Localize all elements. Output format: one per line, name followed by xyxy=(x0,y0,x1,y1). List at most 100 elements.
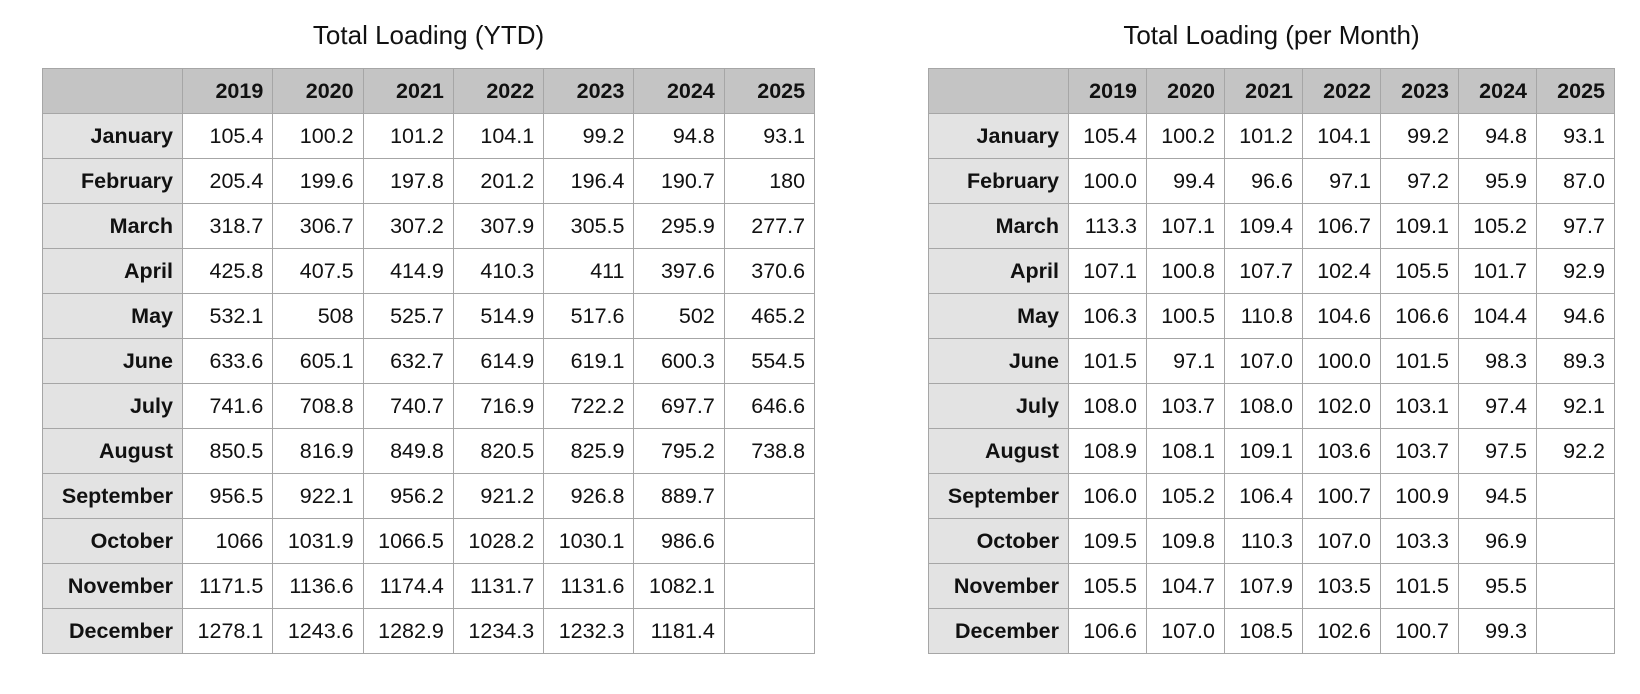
value-cell: 619.1 xyxy=(543,338,635,384)
value-cell: 95.9 xyxy=(1458,158,1537,204)
value-cell: 108.0 xyxy=(1068,383,1147,429)
month-label: October xyxy=(42,518,183,564)
value-cell: 410.3 xyxy=(452,248,545,294)
value-cell: 605.1 xyxy=(272,338,364,384)
month-label: November xyxy=(928,563,1069,609)
value-cell: 100.8 xyxy=(1146,248,1225,294)
value-cell xyxy=(1536,473,1615,519)
value-cell: 102.4 xyxy=(1302,248,1381,294)
value-cell: 425.8 xyxy=(181,248,274,294)
value-cell: 100.0 xyxy=(1068,158,1147,204)
year-header: 2021 xyxy=(362,68,454,114)
value-cell: 106.7 xyxy=(1302,203,1381,249)
table-row: October 109.5 109.8 110.3 107.0 103.3 96.9 xyxy=(928,518,1615,564)
value-cell: 101.5 xyxy=(1380,563,1459,609)
value-cell: 922.1 xyxy=(272,473,364,519)
month-label: March xyxy=(928,203,1069,249)
year-header: 2023 xyxy=(543,68,635,114)
value-cell: 196.4 xyxy=(543,158,635,204)
year-header: 2022 xyxy=(452,68,545,114)
table-row: October 1066 1031.9 1066.5 1028.2 1030.1 986.6 xyxy=(42,518,816,564)
year-header: 2024 xyxy=(633,68,725,114)
ytd-panel: Total Loading (YTD) 2019 2020 2021 2022 2023… xyxy=(42,0,816,654)
month-label: July xyxy=(928,383,1069,429)
table-row: March 113.3 107.1 109.4 106.7 109.1 105.2 97.7 xyxy=(928,203,1615,249)
value-cell: 108.9 xyxy=(1068,428,1147,474)
value-cell: 1136.6 xyxy=(272,563,364,609)
value-cell: 1278.1 xyxy=(181,608,274,654)
table-row: June 101.5 97.1 107.0 100.0 101.5 98.3 89.3 xyxy=(928,338,1615,384)
value-cell: 1243.6 xyxy=(272,608,364,654)
value-cell: 99.2 xyxy=(1380,113,1459,159)
table-row: November 1171.5 1136.6 1174.4 1131.7 1131.6 10… xyxy=(42,563,816,609)
table-row: February 205.4 199.6 197.8 201.2 196.4 190.7 18… xyxy=(42,158,816,204)
value-cell: 100.7 xyxy=(1380,608,1459,654)
value-cell: 109.4 xyxy=(1224,203,1303,249)
value-cell: 508 xyxy=(272,293,364,339)
value-cell: 101.7 xyxy=(1458,248,1537,294)
table-row: April 107.1 100.8 107.7 102.4 105.5 101.7 92.9 xyxy=(928,248,1615,294)
table-row: June 633.6 605.1 632.7 614.9 619.1 600.3 554.5 xyxy=(42,338,816,384)
value-cell: 926.8 xyxy=(543,473,635,519)
value-cell: 889.7 xyxy=(633,473,725,519)
value-cell: 93.1 xyxy=(1536,113,1615,159)
value-cell: 850.5 xyxy=(181,428,274,474)
value-cell: 101.5 xyxy=(1380,338,1459,384)
value-cell: 986.6 xyxy=(633,518,725,564)
value-cell: 99.4 xyxy=(1146,158,1225,204)
value-cell: 1028.2 xyxy=(452,518,545,564)
year-header: 2024 xyxy=(1458,68,1537,114)
table-row: July 108.0 103.7 108.0 102.0 103.1 97.4 92.1 xyxy=(928,383,1615,429)
value-cell: 101.2 xyxy=(362,113,454,159)
value-cell xyxy=(1536,608,1615,654)
value-cell: 956.2 xyxy=(362,473,454,519)
value-cell: 197.8 xyxy=(362,158,454,204)
table-row: March 318.7 306.7 307.2 307.9 305.5 295.9 277.7 xyxy=(42,203,816,249)
value-cell: 107.1 xyxy=(1146,203,1225,249)
table-row: August 108.9 108.1 109.1 103.6 103.7 97.5 92.2 xyxy=(928,428,1615,474)
year-header: 2020 xyxy=(1146,68,1225,114)
month-label: May xyxy=(42,293,183,339)
value-cell: 94.5 xyxy=(1458,473,1537,519)
value-cell: 104.1 xyxy=(1302,113,1381,159)
value-cell: 99.3 xyxy=(1458,608,1537,654)
table-row: May 532.1 508 525.7 514.9 517.6 502 465.2 xyxy=(42,293,816,339)
value-cell: 107.7 xyxy=(1224,248,1303,294)
value-cell: 103.6 xyxy=(1302,428,1381,474)
ytd-table-title: Total Loading (YTD) xyxy=(312,20,545,50)
value-cell: 411 xyxy=(543,248,635,294)
value-cell: 103.7 xyxy=(1146,383,1225,429)
value-cell: 107.9 xyxy=(1224,563,1303,609)
value-cell: 697.7 xyxy=(633,383,725,429)
value-cell: 108.1 xyxy=(1146,428,1225,474)
value-cell: 108.0 xyxy=(1224,383,1303,429)
month-label: January xyxy=(928,113,1069,159)
value-cell: 370.6 xyxy=(723,248,816,294)
value-cell: 465.2 xyxy=(723,293,816,339)
value-cell: 1082.1 xyxy=(633,563,725,609)
value-cell: 98.3 xyxy=(1458,338,1537,384)
value-cell: 102.6 xyxy=(1302,608,1381,654)
table-body: January 105.4 100.2 101.2 104.1 99.2 94.8 93.1 F… xyxy=(42,113,816,654)
month-label: August xyxy=(928,428,1069,474)
value-cell: 816.9 xyxy=(272,428,364,474)
value-cell: 104.6 xyxy=(1302,293,1381,339)
value-cell: 738.8 xyxy=(723,428,816,474)
month-label: January xyxy=(42,113,183,159)
month-label: October xyxy=(928,518,1069,564)
month-label: August xyxy=(42,428,183,474)
table-row: December 1278.1 1243.6 1282.9 1234.3 1232.3 11… xyxy=(42,608,816,654)
value-cell: 110.8 xyxy=(1224,293,1303,339)
value-cell: 110.3 xyxy=(1224,518,1303,564)
month-label: September xyxy=(928,473,1069,519)
value-cell: 107.0 xyxy=(1302,518,1381,564)
month-label: February xyxy=(928,158,1069,204)
value-cell: 107.0 xyxy=(1146,608,1225,654)
value-cell: 93.1 xyxy=(723,113,816,159)
value-cell xyxy=(723,608,816,654)
value-cell: 205.4 xyxy=(181,158,274,204)
value-cell: 97.7 xyxy=(1536,203,1615,249)
value-cell: 397.6 xyxy=(633,248,725,294)
value-cell xyxy=(723,473,816,519)
table-row: September 956.5 922.1 956.2 921.2 926.8 889.7 xyxy=(42,473,816,519)
